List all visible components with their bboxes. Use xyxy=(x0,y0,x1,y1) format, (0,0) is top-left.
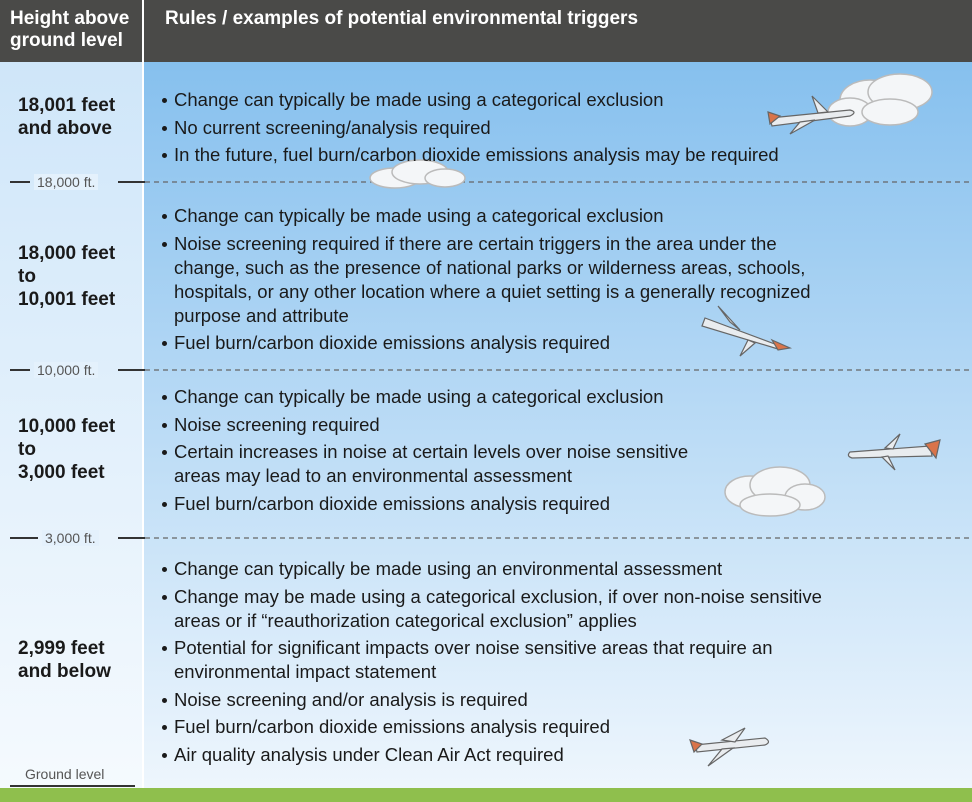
bullet-dot xyxy=(162,725,167,730)
bullet-line: Noise screening and/or analysis is requi… xyxy=(174,688,528,710)
bullet-dot xyxy=(162,241,167,247)
bullet-line: Fuel burn/carbon dioxide emissions analy… xyxy=(174,332,611,353)
header-line: Height above xyxy=(10,8,130,29)
bullet-item: Fuel burn/carbon dioxide emissions analy… xyxy=(160,331,950,355)
bullet-list: Change can typically be made using an en… xyxy=(160,557,950,770)
bullet-list: Change can typically be made using a cat… xyxy=(160,385,950,519)
boundary-label: 18,000 ft. xyxy=(34,174,99,190)
bullet-item: No current screening/analysis required xyxy=(160,116,950,140)
bullet-list: Change can typically be made using a cat… xyxy=(160,88,950,171)
height-line: 10,001 feet xyxy=(18,288,116,310)
bullet-line: Noise screening required if there are ce… xyxy=(174,232,777,254)
bullet-item: Fuel burn/carbon dioxide emissions analy… xyxy=(160,492,950,516)
bullet-line: Change may be made using a categorical e… xyxy=(174,585,822,607)
bullet-item: Change can typically be made using a cat… xyxy=(160,204,950,228)
bullet-item: Change may be made using a categorical e… xyxy=(160,585,950,633)
bullet-item: Potential for significant impacts over n… xyxy=(160,636,950,684)
bullet-item: Air quality analysis under Clean Air Act… xyxy=(160,743,950,767)
bullet-dot xyxy=(162,646,167,651)
bullet-dot xyxy=(162,422,167,428)
bullet-list: Change can typically be made using a cat… xyxy=(160,204,950,359)
height-label: 18,000 feet to 10,001 feet xyxy=(18,242,115,311)
height-line: 3,000 feet xyxy=(18,461,105,483)
height-line: 10,000 feet xyxy=(18,415,116,437)
height-line: to xyxy=(18,265,36,287)
bullet-item: Certain increases in noise at certain le… xyxy=(160,440,950,488)
bullet-dot xyxy=(162,567,167,572)
bullet-dot xyxy=(162,125,167,131)
bullet-dot xyxy=(162,594,167,600)
bullet-item: Noise screening required if there are ce… xyxy=(160,232,950,328)
height-label: 2,999 feet and below xyxy=(18,637,111,683)
bullet-line: purpose and attribute xyxy=(174,304,349,326)
bullet-line: Air quality analysis under Clean Air Act… xyxy=(174,743,564,765)
bullet-line: Fuel burn/carbon dioxide emissions analy… xyxy=(174,492,611,514)
bullet-line: Fuel burn/carbon dioxide emissions analy… xyxy=(174,716,611,737)
bullet-dot xyxy=(162,153,167,158)
boundary-label: 3,000 ft. xyxy=(42,530,99,546)
bullet-item: Noise screening and/or analysis is requi… xyxy=(160,688,950,712)
height-label: 10,000 feet to 3,000 feet xyxy=(18,415,115,484)
bullet-line: Change can typically be made using a cat… xyxy=(174,386,664,407)
boundary-label: Ground level xyxy=(25,766,105,782)
height-line: and below xyxy=(18,661,111,682)
height-line: 18,001 feet xyxy=(18,95,116,116)
bullet-line: Potential for significant impacts over n… xyxy=(174,637,773,658)
bullet-line: areas may lead to an environmental asses… xyxy=(174,465,572,486)
bullet-dot xyxy=(162,697,167,703)
bullet-dot xyxy=(162,501,167,507)
bullet-dot xyxy=(162,98,167,103)
bullet-dot xyxy=(162,450,167,455)
bullet-item: Fuel burn/carbon dioxide emissions analy… xyxy=(160,715,950,739)
bullet-item: In the future, fuel burn/carbon dioxide … xyxy=(160,143,950,167)
bullet-line: Change can typically be made using an en… xyxy=(174,558,723,579)
bullet-dot xyxy=(162,341,167,346)
height-line: and above xyxy=(18,118,112,139)
bullet-item: Change can typically be made using an en… xyxy=(160,557,950,581)
bullet-line: change, such as the presence of national… xyxy=(174,256,806,278)
bullet-line: Change can typically be made using a cat… xyxy=(174,205,664,226)
bullet-line: In the future, fuel burn/carbon dioxide … xyxy=(174,144,779,165)
bullet-item: Change can typically be made using a cat… xyxy=(160,385,950,409)
bullet-line: hospitals, or any other location where a… xyxy=(174,280,811,302)
bullet-line: areas or if “reauthorization categorical… xyxy=(174,609,637,631)
rules-column-header: Rules / examples of potential environmen… xyxy=(165,8,639,29)
height-line: 2,999 feet xyxy=(18,638,105,659)
height-label: 18,001 feet and above xyxy=(18,94,115,140)
bullet-line: Change can typically be made using a cat… xyxy=(174,89,664,110)
boundary-label: 10,000 ft. xyxy=(34,362,99,378)
bullet-line: No current screening/analysis required xyxy=(174,116,491,138)
bullet-dot xyxy=(162,752,167,758)
bullet-line: Certain increases in noise at certain le… xyxy=(174,441,689,462)
height-column-header: Height above ground level xyxy=(10,8,129,52)
height-line: 18,000 feet xyxy=(18,242,116,264)
bullet-dot xyxy=(162,214,167,219)
bullet-dot xyxy=(162,395,167,400)
height-line: to xyxy=(18,438,36,460)
bullet-item: Change can typically be made using a cat… xyxy=(160,88,950,112)
bullet-line: Noise screening required xyxy=(174,413,380,435)
header-line: ground level xyxy=(10,30,123,51)
bullet-item: Noise screening required xyxy=(160,413,950,437)
bullet-line: environmental impact statement xyxy=(174,661,437,682)
